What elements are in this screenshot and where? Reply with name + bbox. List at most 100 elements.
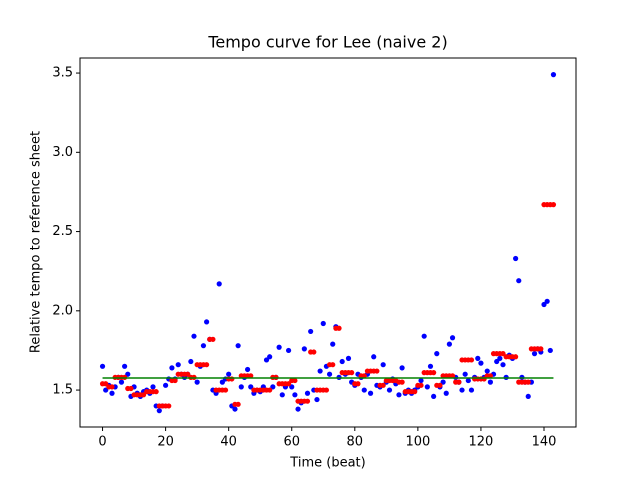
point (330, 341, 336, 347)
point (418, 377, 424, 384)
point (222, 387, 229, 393)
point (424, 384, 430, 390)
point (371, 354, 377, 360)
point (326, 371, 333, 377)
point (494, 358, 500, 365)
point (380, 382, 386, 388)
point (320, 320, 326, 327)
point (434, 351, 440, 357)
point (550, 202, 557, 208)
point (399, 365, 405, 371)
point (235, 343, 241, 349)
point (437, 382, 443, 388)
x-tick-label: 100 (405, 435, 430, 450)
point (345, 355, 352, 361)
point (317, 368, 323, 374)
point (99, 363, 106, 369)
point (462, 371, 468, 377)
point (270, 384, 276, 390)
x-tick-label: 140 (532, 435, 557, 450)
point (465, 377, 471, 384)
y-axis-label: Relative tempo to reference sheet (29, 131, 44, 353)
point (153, 389, 159, 395)
point (361, 373, 367, 379)
point (525, 393, 531, 400)
point (538, 346, 544, 352)
point (172, 377, 178, 384)
point (513, 354, 519, 360)
point (248, 384, 254, 390)
point (125, 371, 131, 377)
point (191, 333, 197, 339)
point (418, 382, 424, 388)
point (226, 371, 232, 377)
point (194, 379, 200, 385)
point (459, 387, 465, 393)
y-tick-label: 3.0 (52, 145, 73, 160)
point (497, 355, 503, 361)
point (541, 301, 547, 308)
point (304, 390, 311, 396)
point (216, 281, 222, 287)
point (263, 357, 270, 363)
y-tick-label: 2.5 (52, 224, 73, 239)
point (449, 373, 456, 379)
point (285, 347, 292, 354)
point (431, 393, 437, 400)
point (431, 370, 437, 376)
point (500, 362, 506, 368)
point (308, 328, 314, 335)
point (244, 366, 251, 373)
point (399, 379, 405, 385)
point (292, 392, 298, 398)
point (304, 398, 311, 404)
point (267, 354, 273, 360)
point (427, 363, 434, 369)
y-tick-label: 2.0 (52, 303, 73, 318)
point (295, 406, 301, 412)
point (443, 390, 449, 396)
point (323, 387, 330, 393)
point (267, 387, 273, 393)
point (544, 298, 550, 304)
point (229, 376, 235, 382)
point (339, 358, 345, 365)
point (204, 319, 210, 325)
point (355, 381, 361, 387)
point (204, 362, 210, 368)
point (175, 362, 181, 368)
point (525, 379, 531, 385)
x-tick-label: 120 (469, 435, 494, 450)
point (396, 392, 402, 398)
point (232, 406, 238, 412)
point (276, 344, 282, 350)
point (169, 365, 175, 371)
point (103, 387, 109, 393)
point (330, 362, 336, 368)
point (238, 384, 244, 390)
point (279, 392, 285, 398)
point (301, 346, 307, 352)
x-tick-label: 80 (347, 435, 364, 450)
x-tick-label: 20 (157, 435, 174, 450)
point (219, 379, 225, 385)
point (484, 368, 490, 374)
point (185, 371, 191, 377)
point (446, 341, 452, 347)
point (380, 362, 386, 368)
point (122, 363, 128, 369)
x-tick-label: 40 (220, 435, 237, 450)
point (235, 401, 241, 407)
point (118, 379, 125, 385)
point (285, 381, 292, 387)
y-tick-label: 3.5 (52, 66, 73, 81)
point (468, 357, 475, 363)
point (547, 347, 553, 354)
point (109, 384, 115, 390)
point (386, 387, 393, 393)
point (103, 381, 109, 387)
point (478, 360, 484, 366)
point (440, 379, 446, 385)
point (367, 390, 374, 396)
